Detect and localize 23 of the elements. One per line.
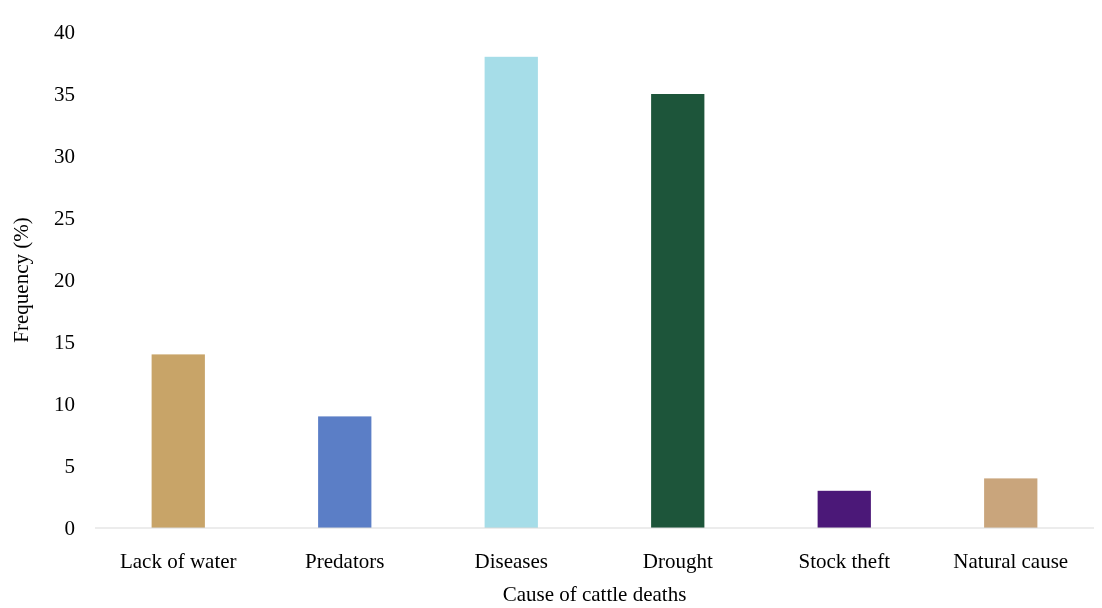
bar [984,478,1038,528]
bar [817,490,871,528]
x-tick-label: Stock theft [798,549,891,573]
y-tick-label: 25 [54,206,75,231]
bar [651,94,705,528]
x-axis-title: Cause of cattle deaths [502,582,687,606]
bar [318,416,372,528]
y-tick-label: 20 [54,268,75,293]
y-tick-label: 10 [54,392,75,417]
y-tick-label: 35 [54,82,75,107]
y-tick-label: 5 [64,454,75,479]
x-tick-label: Natural cause [953,549,1069,573]
y-tick-label: 40 [54,20,75,45]
bar [484,56,538,528]
y-tick-label: 30 [54,144,75,169]
x-tick-label: Lack of water [119,549,237,573]
y-tick-label: 0 [64,516,75,541]
y-tick-label: 15 [54,330,75,355]
x-tick-label: Drought [642,549,713,573]
bar [151,354,205,528]
x-tick-label: Predators [305,549,385,573]
x-tick-label: Diseases [474,549,548,573]
y-axis-title: Frequency (%) [9,217,33,343]
